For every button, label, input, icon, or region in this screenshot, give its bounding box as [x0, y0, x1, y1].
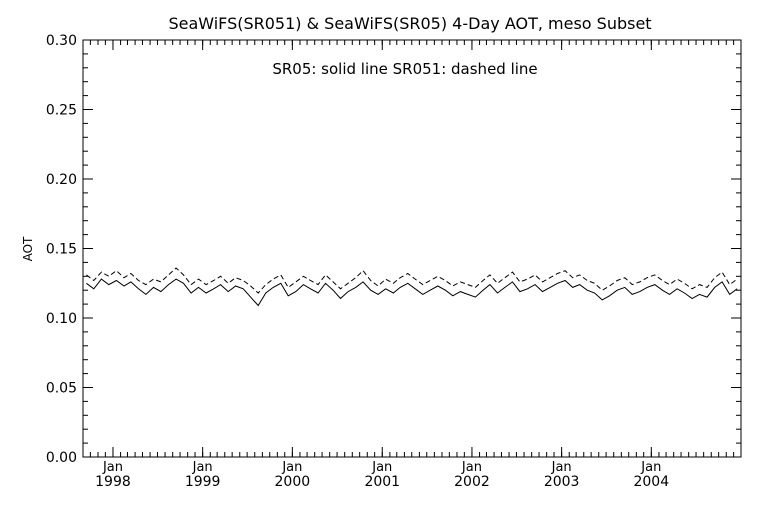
y-tick-label: 0.25 — [46, 103, 77, 119]
series-line-sr051 — [86, 267, 738, 294]
x-tick-year: 2003 — [544, 474, 580, 490]
y-tick-label: 0.00 — [46, 450, 77, 466]
x-tick-month: Jan — [281, 460, 302, 475]
y-tick-label: 0.30 — [46, 33, 77, 49]
chart-annotation: SR05: solid line SR051: dashed line — [272, 60, 537, 78]
x-tick-year: 2000 — [275, 474, 311, 490]
x-tick-month: Jan — [371, 460, 392, 475]
x-tick-month: Jan — [551, 460, 572, 475]
x-tick-year: 2001 — [364, 474, 400, 490]
y-tick-label: 0.15 — [46, 242, 77, 258]
series-lines — [86, 267, 738, 307]
axis-ticks — [82, 39, 741, 458]
x-tick-labels: Jan1998Jan1999Jan2000Jan2001Jan2002Jan20… — [95, 460, 669, 490]
y-tick-label: 0.05 — [46, 381, 77, 397]
plot-frame — [82, 39, 742, 458]
x-tick-year: 2002 — [454, 474, 490, 490]
x-tick-month: Jan — [102, 460, 123, 475]
x-tick-year: 1998 — [95, 474, 131, 490]
y-tick-label: 0.10 — [46, 311, 77, 327]
x-tick-month: Jan — [461, 460, 482, 475]
y-axis-label: AOT — [21, 236, 35, 261]
x-tick-month: Jan — [640, 460, 661, 475]
y-tick-labels: 0.00 0.05 0.10 0.15 0.20 0.25 0.30 — [46, 33, 77, 466]
chart-title: SeaWiFS(SR051) & SeaWiFS(SR05) 4-Day AOT… — [168, 14, 651, 33]
x-tick-year: 1999 — [185, 474, 221, 490]
x-tick-month: Jan — [192, 460, 213, 475]
y-tick-label: 0.20 — [46, 172, 77, 188]
x-tick-year: 2004 — [633, 474, 669, 490]
series-line-sr05 — [86, 278, 738, 307]
